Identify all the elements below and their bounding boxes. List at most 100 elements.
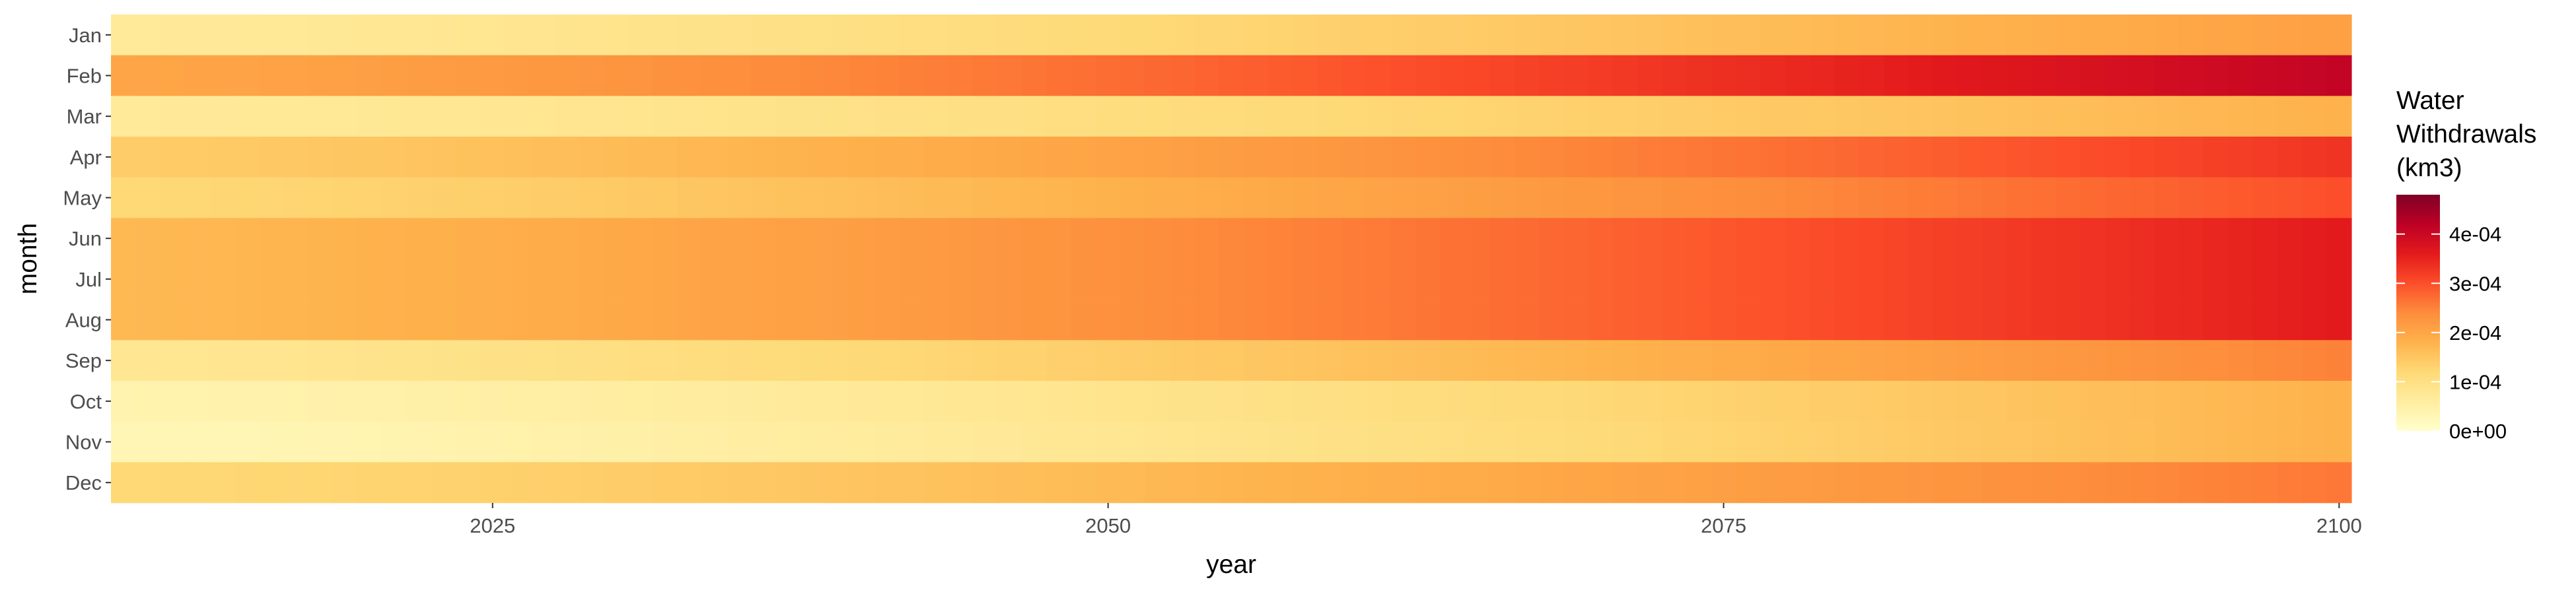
heatmap-cell-may-2026 bbox=[505, 177, 530, 218]
heatmap-cell-feb-2033 bbox=[677, 55, 703, 96]
heatmap-cell-feb-2063 bbox=[1415, 55, 1441, 96]
heatmap-cell-nov-2084 bbox=[1933, 421, 1958, 463]
heatmap-cell-apr-2090 bbox=[2080, 137, 2106, 178]
heatmap-cell-jun-2093 bbox=[2154, 218, 2180, 259]
heatmap-cell-may-2081 bbox=[1859, 177, 1884, 218]
heatmap-cell-dec-2049 bbox=[1071, 462, 1096, 504]
heatmap-cell-jun-2062 bbox=[1391, 218, 1417, 259]
heatmap-cell-sep-2013 bbox=[184, 340, 210, 381]
heatmap-cell-nov-2097 bbox=[2252, 421, 2278, 463]
heatmap-cell-aug-2092 bbox=[2129, 299, 2155, 341]
heatmap-cell-jan-2031 bbox=[627, 15, 653, 55]
heatmap-cell-jun-2044 bbox=[948, 218, 974, 259]
heatmap-cell-may-2023 bbox=[431, 177, 456, 218]
heatmap-cell-mar-2081 bbox=[1859, 96, 1884, 137]
heatmap-cell-jan-2061 bbox=[1367, 15, 1392, 55]
heatmap-cell-may-2039 bbox=[824, 177, 850, 218]
heatmap-cell-dec-2070 bbox=[1588, 462, 1614, 504]
heatmap-cell-jul-2045 bbox=[972, 259, 998, 300]
heatmap-cell-jun-2081 bbox=[1859, 218, 1884, 259]
heatmap-cell-may-2047 bbox=[1022, 177, 1048, 218]
heatmap-cell-nov-2085 bbox=[1957, 421, 1983, 463]
heatmap-cell-jul-2084 bbox=[1933, 259, 1958, 300]
heatmap-cell-oct-2074 bbox=[1686, 381, 1712, 422]
heatmap-cell-jan-2065 bbox=[1465, 15, 1490, 55]
heatmap-cell-nov-2039 bbox=[824, 421, 850, 463]
heatmap-cell-jun-2051 bbox=[1120, 218, 1146, 259]
heatmap-cell-mar-2051 bbox=[1120, 96, 1146, 137]
heatmap-cell-oct-2040 bbox=[849, 381, 875, 422]
heatmap-cell-jun-2012 bbox=[160, 218, 186, 259]
heatmap-cell-may-2054 bbox=[1194, 177, 1219, 218]
heatmap-cell-sep-2036 bbox=[751, 340, 777, 381]
heatmap-cell-jun-2088 bbox=[2031, 218, 2057, 259]
heatmap-cell-may-2020 bbox=[357, 177, 382, 218]
heatmap-cell-mar-2059 bbox=[1317, 96, 1343, 137]
heatmap-cell-aug-2029 bbox=[579, 299, 604, 341]
heatmap-cell-may-2084 bbox=[1933, 177, 1958, 218]
heatmap-cell-sep-2037 bbox=[775, 340, 801, 381]
heatmap-cell-jan-2095 bbox=[2203, 15, 2229, 55]
heatmap-cell-jun-2086 bbox=[1982, 218, 2007, 259]
heatmap-cell-sep-2075 bbox=[1711, 340, 1736, 381]
y-tick-label-jun: Jun bbox=[69, 227, 102, 250]
heatmap-cell-oct-2067 bbox=[1514, 381, 1540, 422]
heatmap-cell-oct-2053 bbox=[1169, 381, 1195, 422]
heatmap-cell-oct-2087 bbox=[2007, 381, 2032, 422]
heatmap-cell-jan-2090 bbox=[2080, 15, 2106, 55]
heatmap-cell-mar-2058 bbox=[1293, 96, 1318, 137]
heatmap-cell-oct-2084 bbox=[1933, 381, 1958, 422]
heatmap-cell-sep-2087 bbox=[2007, 340, 2032, 381]
heatmap-cell-apr-2044 bbox=[948, 137, 974, 178]
heatmap-cell-sep-2021 bbox=[382, 340, 407, 381]
heatmap-cell-jan-2046 bbox=[997, 15, 1022, 55]
heatmap-cell-mar-2093 bbox=[2154, 96, 2180, 137]
heatmap-cell-feb-2027 bbox=[529, 55, 555, 96]
heatmap-cell-nov-2054 bbox=[1194, 421, 1219, 463]
heatmap-cell-feb-2014 bbox=[209, 55, 234, 96]
heatmap-cell-mar-2024 bbox=[455, 96, 481, 137]
heatmap-cell-sep-2074 bbox=[1686, 340, 1712, 381]
heatmap-cell-oct-2042 bbox=[898, 381, 924, 422]
heatmap-cell-feb-2028 bbox=[554, 55, 579, 96]
heatmap-cell-jan-2076 bbox=[1736, 15, 1761, 55]
heatmap-cell-may-2063 bbox=[1415, 177, 1441, 218]
heatmap-cell-jan-2051 bbox=[1120, 15, 1146, 55]
heatmap-cell-jun-2024 bbox=[455, 218, 481, 259]
heatmap-cell-aug-2083 bbox=[1908, 299, 1933, 341]
heatmap-cell-mar-2022 bbox=[406, 96, 432, 137]
heatmap-cell-nov-2099 bbox=[2302, 421, 2328, 463]
heatmap-cell-aug-2069 bbox=[1563, 299, 1589, 341]
heatmap-cell-aug-2073 bbox=[1662, 299, 1688, 341]
heatmap-cell-sep-2050 bbox=[1095, 340, 1121, 381]
heatmap-cell-oct-2092 bbox=[2129, 381, 2155, 422]
heatmap-cell-jan-2084 bbox=[1933, 15, 1958, 55]
heatmap-cell-may-2011 bbox=[135, 177, 161, 218]
heatmap-cell-apr-2079 bbox=[1809, 137, 1835, 178]
heatmap-cell-dec-2038 bbox=[800, 462, 826, 504]
heatmap-cell-apr-2025 bbox=[480, 137, 505, 178]
heatmap-cell-dec-2019 bbox=[332, 462, 358, 504]
x-tick-label-2050: 2050 bbox=[1085, 514, 1131, 537]
heatmap-cell-mar-2080 bbox=[1834, 96, 1860, 137]
heatmap-cell-jul-2074 bbox=[1686, 259, 1712, 300]
heatmap-cell-jun-2078 bbox=[1785, 218, 1810, 259]
heatmap-cell-may-2010 bbox=[111, 177, 136, 218]
heatmap-cell-may-2082 bbox=[1883, 177, 1909, 218]
heatmap-cell-may-2048 bbox=[1046, 177, 1072, 218]
heatmap-cell-feb-2012 bbox=[160, 55, 186, 96]
heatmap-cell-may-2065 bbox=[1465, 177, 1490, 218]
heatmap-cell-mar-2052 bbox=[1145, 96, 1170, 137]
heatmap-cell-mar-2092 bbox=[2129, 96, 2155, 137]
heatmap-cell-sep-2029 bbox=[579, 340, 604, 381]
heatmap-cell-jun-2092 bbox=[2129, 218, 2155, 259]
heatmap-cell-jun-2018 bbox=[308, 218, 334, 259]
heatmap-cell-may-2050 bbox=[1095, 177, 1121, 218]
heatmap-cell-oct-2083 bbox=[1908, 381, 1933, 422]
heatmap-cell-apr-2065 bbox=[1465, 137, 1490, 178]
heatmap-cell-feb-2043 bbox=[923, 55, 948, 96]
heatmap-cell-feb-2055 bbox=[1219, 55, 1244, 96]
heatmap-cell-oct-2100 bbox=[2326, 381, 2352, 422]
heatmap-cell-oct-2045 bbox=[972, 381, 998, 422]
heatmap-cell-may-2056 bbox=[1243, 177, 1269, 218]
